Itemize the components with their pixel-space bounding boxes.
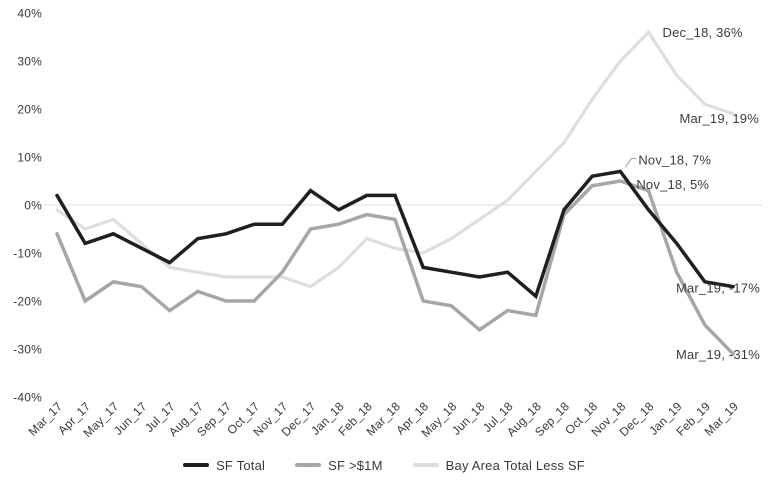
y-axis-tick-label: -10% — [13, 247, 42, 261]
annotation-label: Mar_19, 19% — [679, 111, 759, 126]
y-axis-tick-label: -30% — [13, 343, 42, 357]
y-axis-tick-label: 40% — [17, 7, 42, 21]
annotation-label: Dec_18, 36% — [663, 25, 743, 40]
annotation-label: Mar_19, -31% — [676, 347, 760, 362]
y-axis-tick-label: -40% — [13, 391, 42, 405]
legend-item-sf-1m: SF >$1M — [295, 458, 383, 473]
annotation-label: Mar_19, -17% — [676, 281, 760, 296]
legend-item-bay-area-total-less-sf: Bay Area Total Less SF — [412, 457, 585, 473]
y-axis-tick-label: 30% — [17, 55, 42, 69]
legend-label: SF Total — [216, 457, 266, 473]
series-line-sf-1m — [55, 179, 735, 356]
y-axis-tick-label: 10% — [17, 151, 42, 165]
y-axis-tick-label: 20% — [17, 103, 42, 117]
annotation-label: Nov_18, 7% — [638, 152, 711, 167]
legend-swatch-icon — [183, 463, 210, 467]
legend-swatch-icon — [295, 463, 322, 467]
series-line-bay-area-total-less-sf — [55, 29, 735, 289]
y-axis-tick-label: -20% — [13, 295, 42, 309]
y-axis-tick-label: 0% — [24, 199, 42, 213]
annotation-label: Nov_18, 5% — [636, 177, 709, 192]
line-chart: 40%30%20%10%0%-10%-20%-30%-40%Mar_17Apr_… — [13, 7, 762, 440]
legend-label: Bay Area Total Less SF — [445, 457, 585, 473]
legend-swatch-icon — [412, 463, 439, 467]
legend-label: SF >$1M — [328, 457, 383, 473]
series-line-sf-total — [55, 169, 735, 300]
annotation-leader-line — [624, 157, 637, 168]
legend: SF Total SF >$1M Bay Area Total Less SF — [0, 451, 768, 479]
legend-item-sf-total: SF Total — [183, 458, 265, 473]
